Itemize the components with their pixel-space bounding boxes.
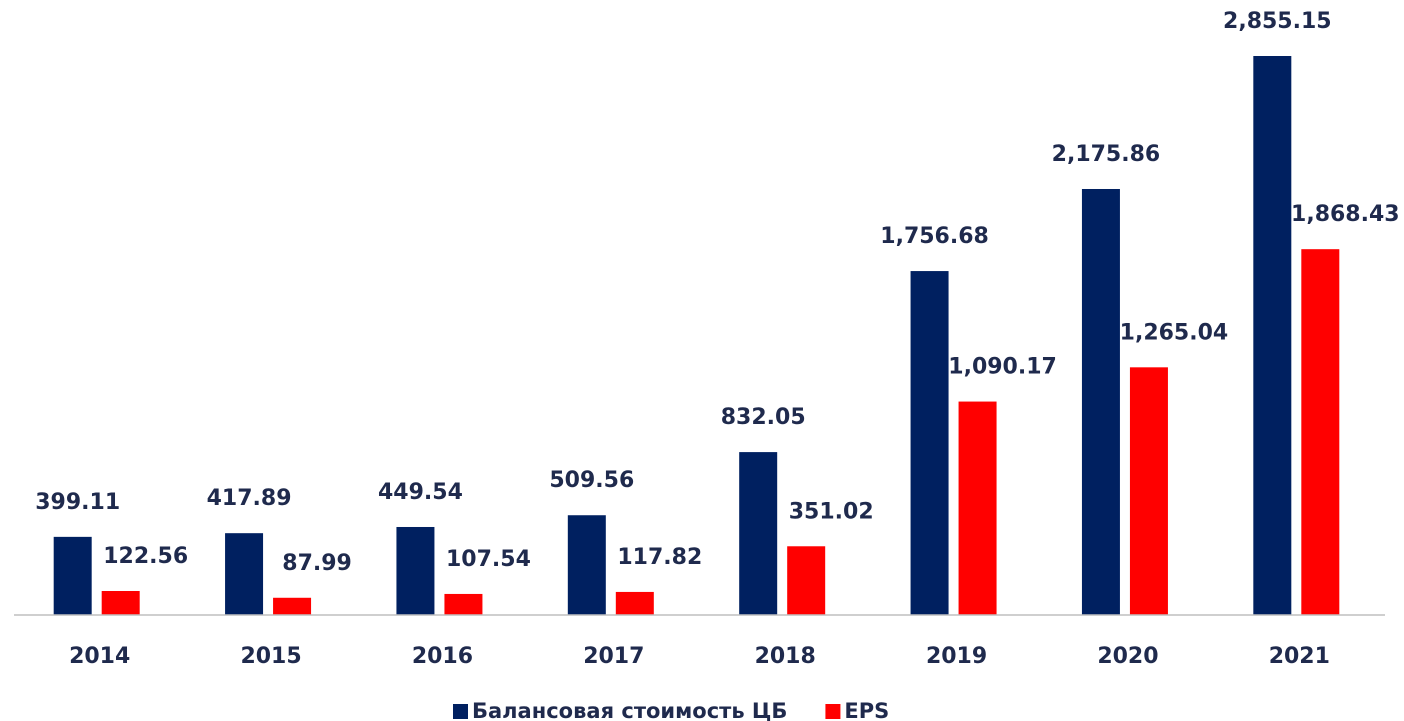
bar xyxy=(1301,249,1340,615)
x-tick-label: 2017 xyxy=(583,644,644,669)
bar xyxy=(1129,367,1168,615)
bar xyxy=(396,526,435,615)
bar xyxy=(958,401,997,615)
bar xyxy=(101,591,140,615)
bar xyxy=(567,515,606,615)
data-label: 2,175.86 xyxy=(1052,142,1161,167)
legend: Балансовая стоимость ЦБ EPS xyxy=(453,699,889,721)
data-label: 351.02 xyxy=(789,499,874,524)
data-label: 2,855.15 xyxy=(1223,9,1332,34)
legend-label: EPS xyxy=(844,699,889,721)
data-label: 122.56 xyxy=(103,544,188,569)
data-label: 417.89 xyxy=(207,486,292,511)
x-tick-label: 2021 xyxy=(1269,644,1330,669)
data-label: 117.82 xyxy=(617,545,702,570)
data-label: 449.54 xyxy=(378,480,463,505)
legend-label: Балансовая стоимость ЦБ xyxy=(472,699,787,721)
x-tick-label: 2019 xyxy=(926,644,987,669)
x-tick-label: 2015 xyxy=(240,644,301,669)
data-label: 1,756.68 xyxy=(880,224,989,249)
bar xyxy=(787,546,826,615)
bar xyxy=(910,271,949,615)
bar xyxy=(739,452,778,615)
x-tick-label: 2018 xyxy=(755,644,816,669)
data-label: 509.56 xyxy=(549,468,634,493)
bar xyxy=(225,533,264,615)
data-label: 1,868.43 xyxy=(1291,202,1400,227)
data-label: 399.11 xyxy=(35,490,120,515)
data-label: 1,090.17 xyxy=(948,355,1057,380)
bar xyxy=(53,536,92,615)
bar xyxy=(1253,56,1292,615)
data-label: 87.99 xyxy=(282,551,352,576)
data-label: 832.05 xyxy=(721,405,806,430)
x-tick-label: 2020 xyxy=(1097,644,1158,669)
bar xyxy=(444,593,483,615)
legend-swatch xyxy=(453,704,468,719)
x-tick-label: 2014 xyxy=(69,644,130,669)
data-label: 107.54 xyxy=(446,547,531,572)
legend-swatch xyxy=(825,704,841,719)
bar xyxy=(273,597,312,615)
x-tick-label: 2016 xyxy=(412,644,473,669)
bar xyxy=(1081,188,1120,615)
data-label: 1,265.04 xyxy=(1120,320,1229,345)
bar xyxy=(615,591,654,615)
